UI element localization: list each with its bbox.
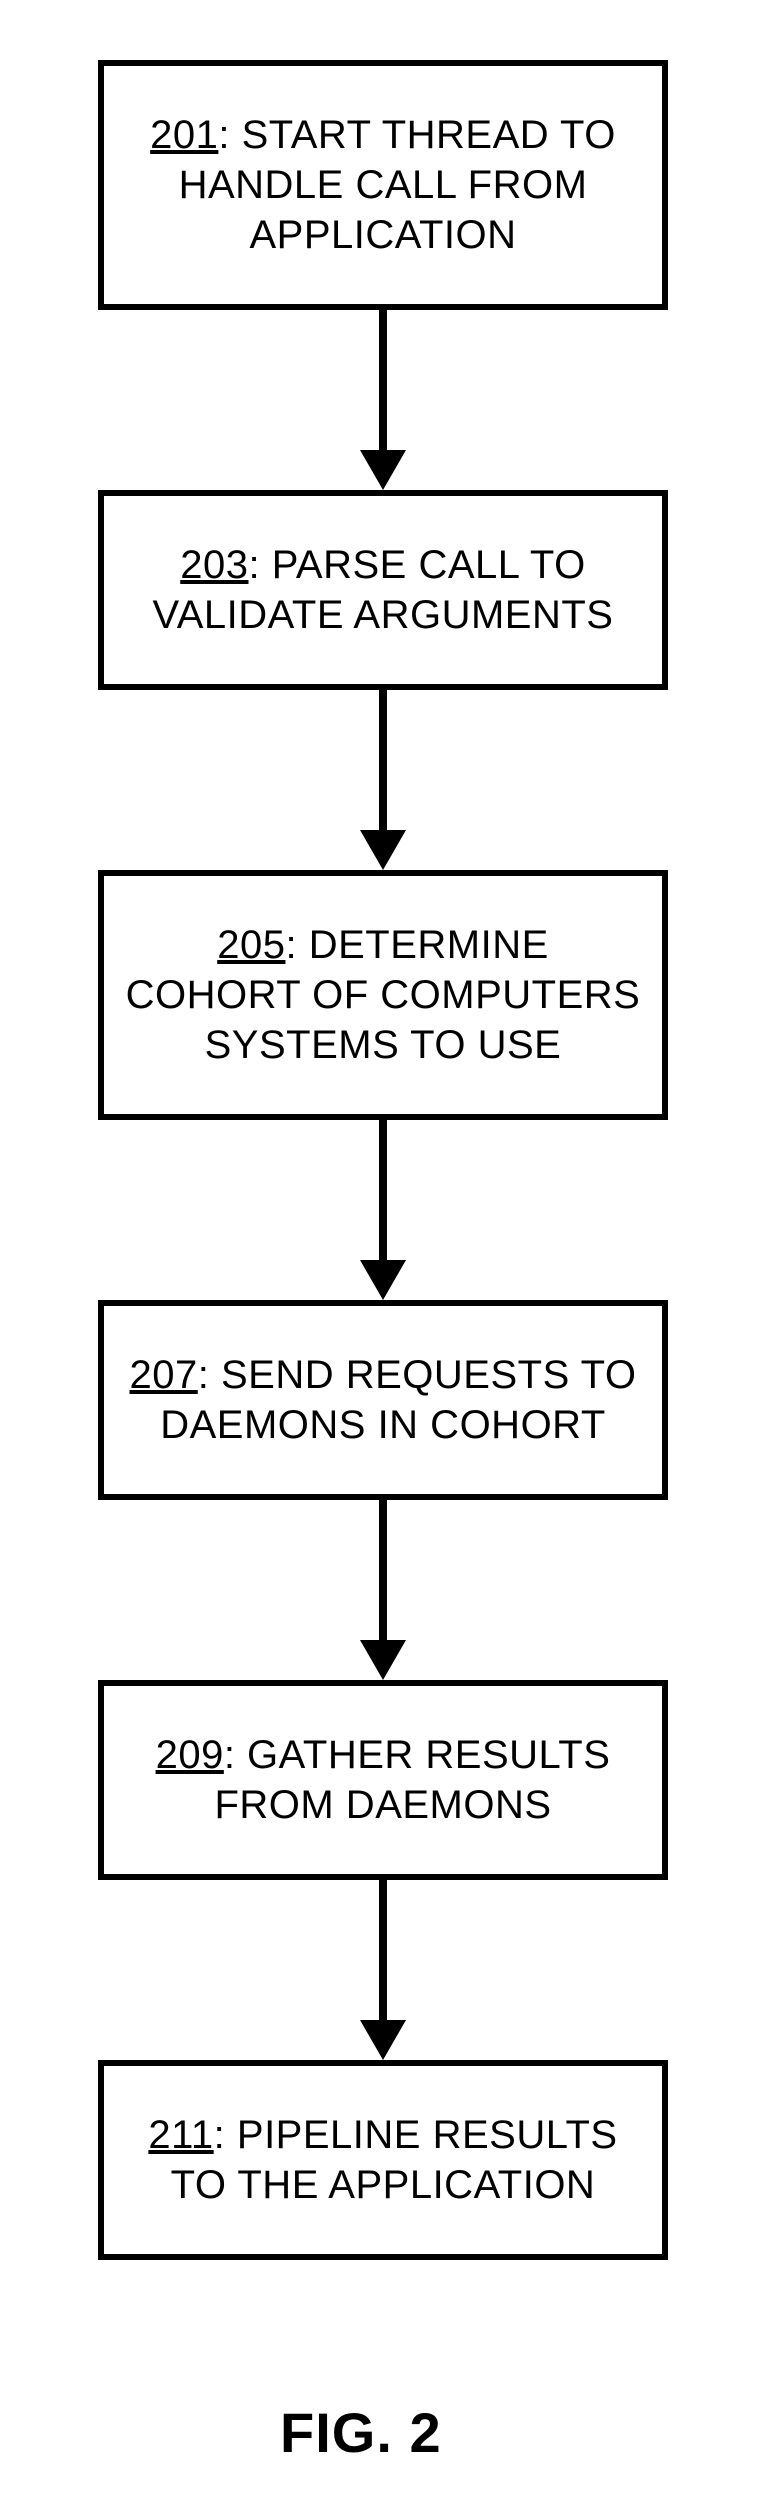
arrow-shaft [379, 1880, 387, 2020]
arrow-head-icon [360, 2020, 406, 2060]
flow-node-201: 201: START THREAD TO HANDLE CALL FROM AP… [98, 60, 668, 310]
flow-node-207: 207: SEND REQUESTS TO DAEMONS IN COHORT [98, 1300, 668, 1500]
flow-node-205: 205: DETERMINE COHORT OF COMPUTERS SYSTE… [98, 870, 668, 1120]
flow-node-ref: 203 [180, 543, 248, 587]
flow-node-text: : DETERMINE COHORT OF COMPUTERS SYSTEMS … [126, 923, 641, 1067]
arrow-shaft [379, 1120, 387, 1260]
flow-node-label: 201: START THREAD TO HANDLE CALL FROM AP… [124, 110, 642, 260]
flow-node-label: 203: PARSE CALL TO VALIDATE ARGUMENTS [124, 540, 642, 640]
flow-node-text: : START THREAD TO HANDLE CALL FROM APPLI… [179, 113, 616, 257]
flow-node-label: 207: SEND REQUESTS TO DAEMONS IN COHORT [124, 1350, 642, 1450]
arrow-head-icon [360, 1640, 406, 1680]
arrow-head-icon [360, 830, 406, 870]
flow-node-ref: 201 [150, 113, 218, 157]
flow-node-label: 211: PIPELINE RESULTS TO THE APPLICATION [124, 2110, 642, 2210]
flow-node-text: : SEND REQUESTS TO DAEMONS IN COHORT [160, 1353, 636, 1447]
flow-node-ref: 205 [217, 923, 285, 967]
arrow-head-icon [360, 450, 406, 490]
arrow-shaft [379, 690, 387, 830]
arrow-shaft [379, 1500, 387, 1640]
figure-caption: FIG. 2 [280, 2400, 442, 2465]
flowchart-canvas: 201: START THREAD TO HANDLE CALL FROM AP… [0, 0, 767, 2518]
flow-node-203: 203: PARSE CALL TO VALIDATE ARGUMENTS [98, 490, 668, 690]
flow-node-209: 209: GATHER RESULTS FROM DAEMONS [98, 1680, 668, 1880]
flow-node-label: 205: DETERMINE COHORT OF COMPUTERS SYSTE… [124, 920, 642, 1070]
flow-node-label: 209: GATHER RESULTS FROM DAEMONS [124, 1730, 642, 1830]
flow-node-211: 211: PIPELINE RESULTS TO THE APPLICATION [98, 2060, 668, 2260]
flow-node-ref: 207 [130, 1353, 198, 1397]
flow-node-ref: 209 [156, 1733, 224, 1777]
flow-node-text: : GATHER RESULTS FROM DAEMONS [214, 1733, 610, 1827]
flow-node-text: : PIPELINE RESULTS TO THE APPLICATION [171, 2113, 618, 2207]
flow-node-ref: 211 [148, 2113, 213, 2157]
arrow-shaft [379, 310, 387, 450]
arrow-head-icon [360, 1260, 406, 1300]
